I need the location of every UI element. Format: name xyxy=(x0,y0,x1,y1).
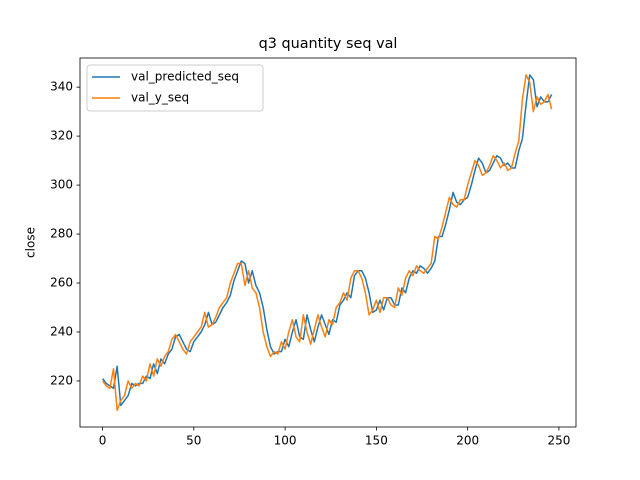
y-tick-label: 260 xyxy=(50,276,73,290)
x-tick-label: 100 xyxy=(274,434,297,448)
chart-title: q3 quantity seq val xyxy=(259,36,398,52)
x-tick-label: 200 xyxy=(456,434,479,448)
y-tick-label: 340 xyxy=(50,80,73,94)
axes-frame xyxy=(79,57,577,428)
legend-label: val_predicted_seq xyxy=(131,70,239,84)
y-axis-label: close xyxy=(24,227,38,258)
x-tick-label: 150 xyxy=(365,434,388,448)
y-tick-label: 320 xyxy=(50,129,73,143)
legend-label: val_y_seq xyxy=(131,91,189,105)
legend: val_predicted_seq val_y_seq xyxy=(86,64,264,112)
x-tick-label: 250 xyxy=(547,434,570,448)
x-tick-label: 0 xyxy=(99,434,107,448)
y-tick-label: 280 xyxy=(50,227,73,241)
x-tick-label: 50 xyxy=(186,434,201,448)
y-tick-label: 300 xyxy=(50,178,73,192)
legend-box xyxy=(86,64,264,112)
data-line xyxy=(101,74,553,412)
y-tick-label: 220 xyxy=(50,373,73,387)
plot-area xyxy=(101,74,553,412)
y-tick-label: 240 xyxy=(50,324,73,338)
